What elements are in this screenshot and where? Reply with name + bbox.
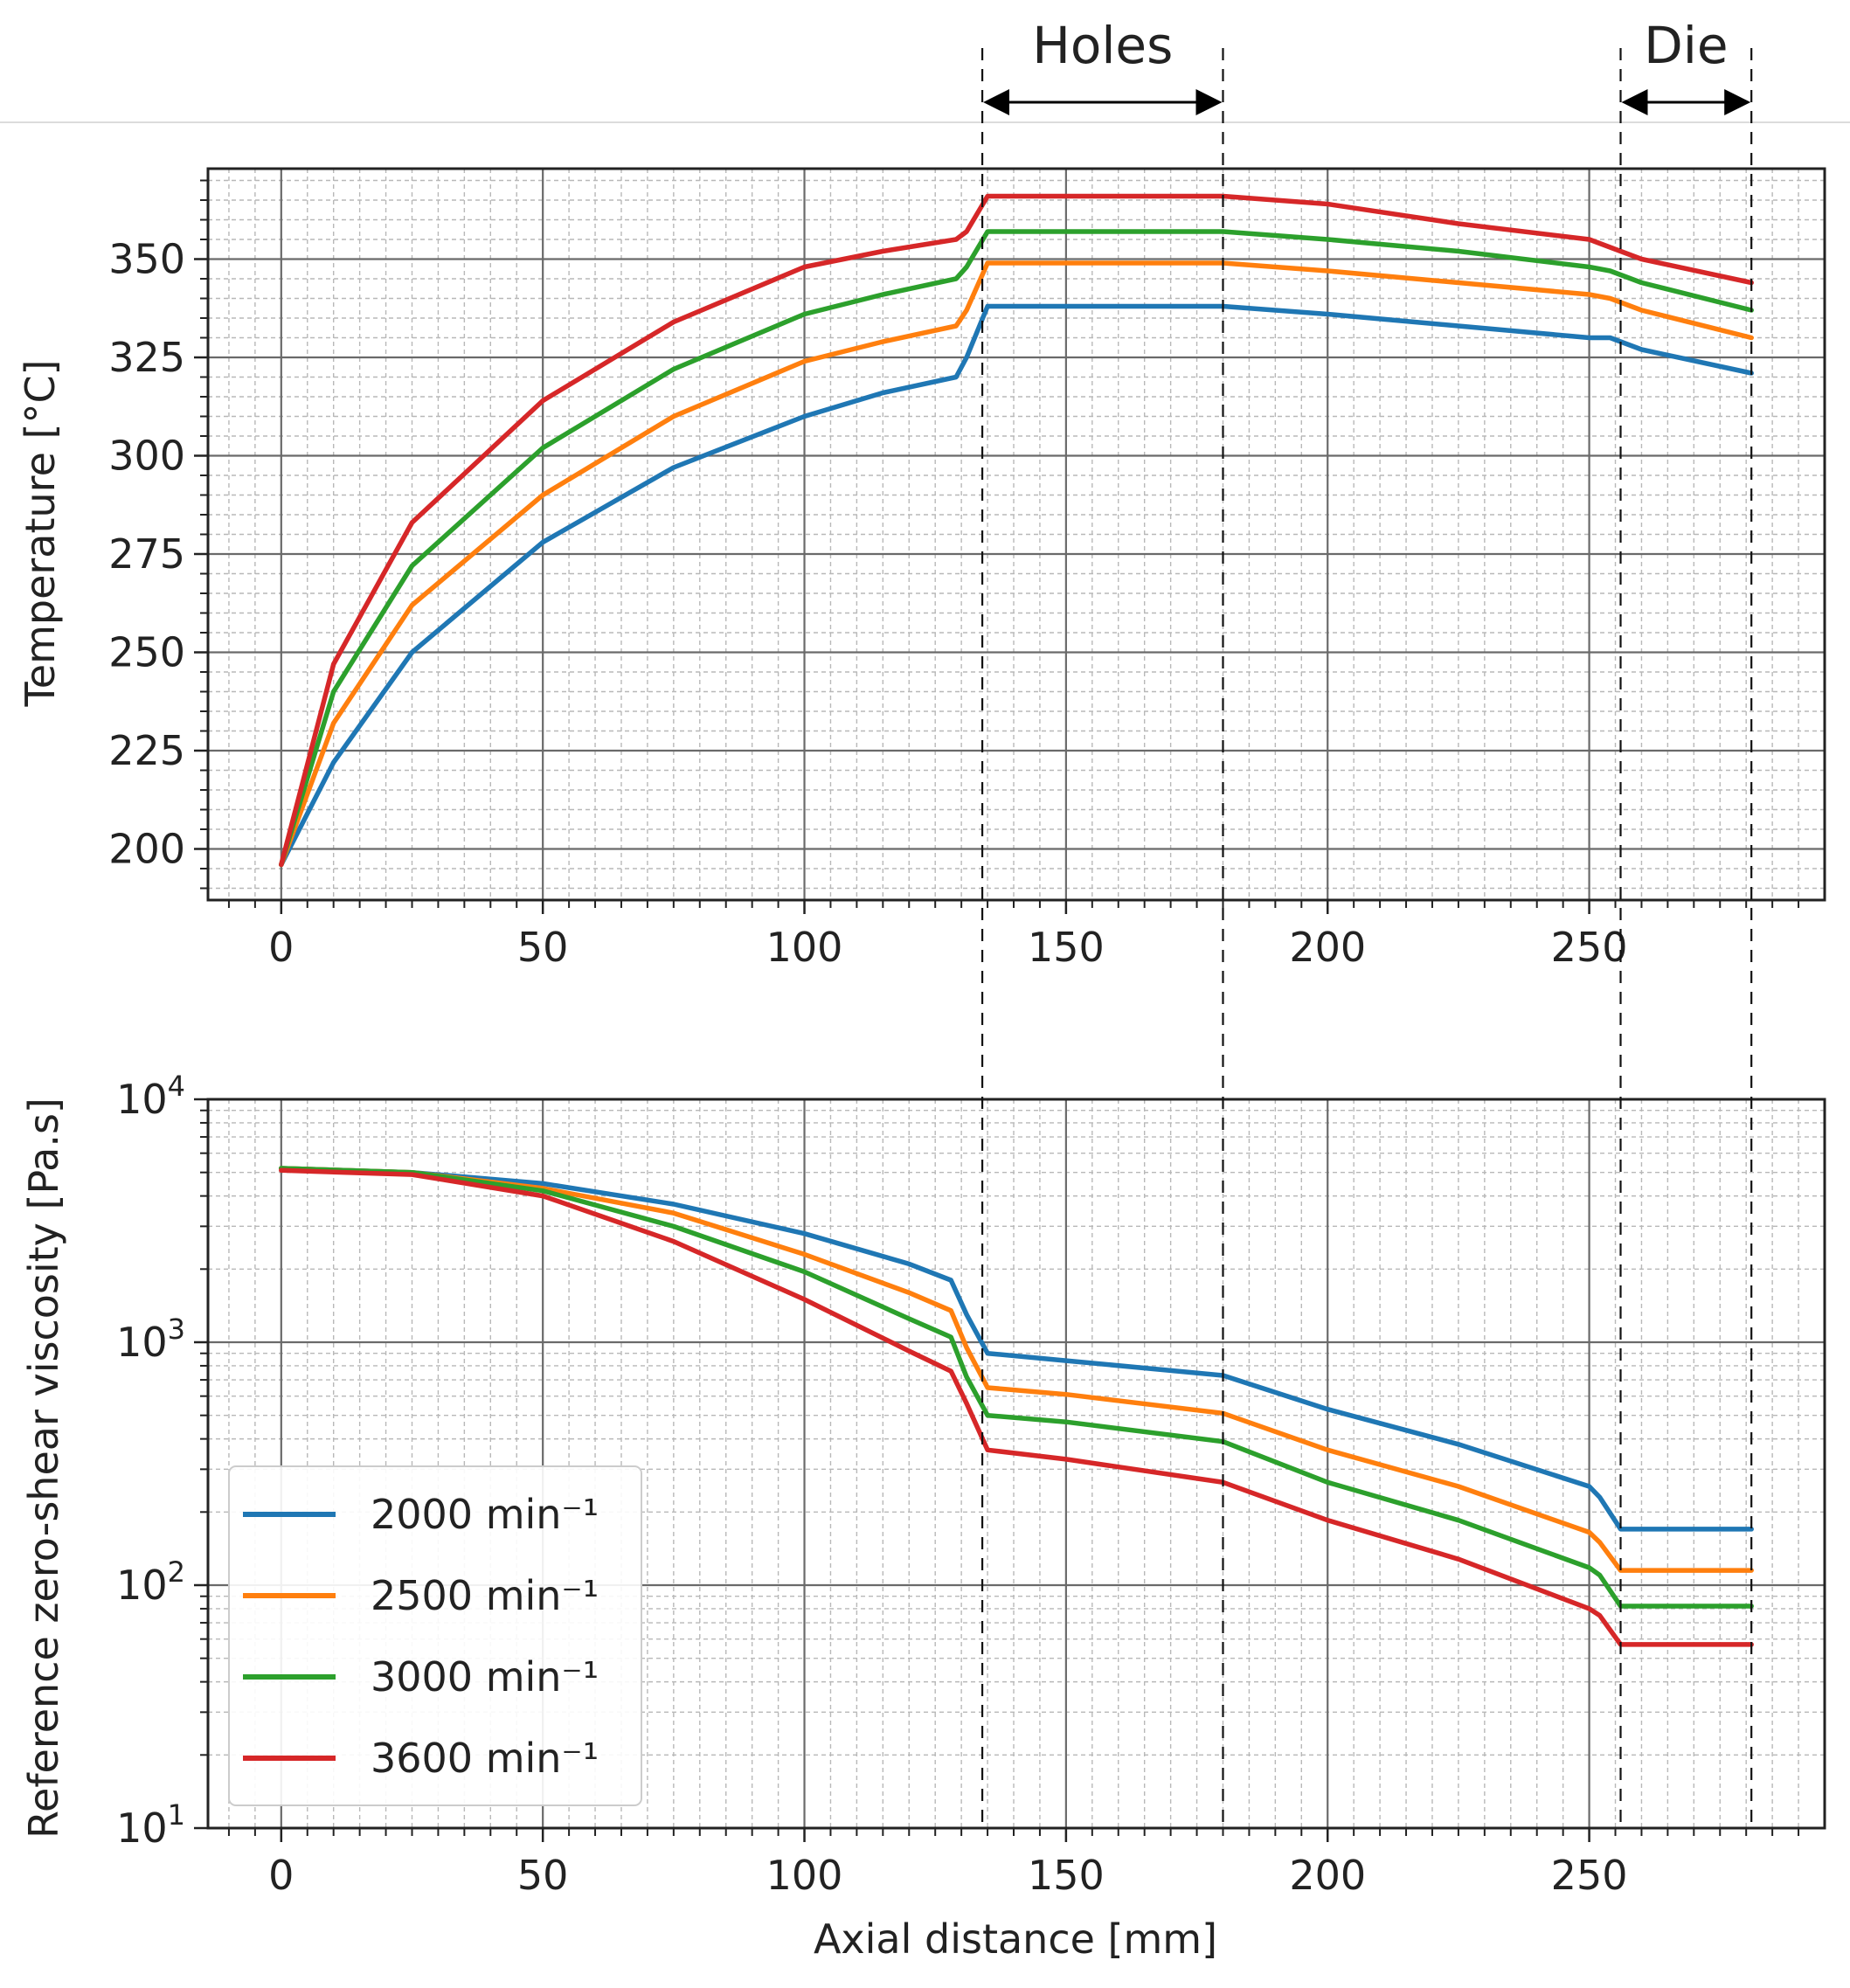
x-axis-title: Axial distance [mm] — [814, 1915, 1217, 1963]
legend-label: 3000 min⁻¹ — [371, 1653, 599, 1701]
temperature-series-line — [279, 229, 1754, 868]
legend-label: 2000 min⁻¹ — [371, 1491, 599, 1538]
temperature-x-tick-label: 50 — [517, 924, 569, 971]
legend-box — [228, 1465, 642, 1806]
temperature-y-tick-label: 350 — [108, 236, 185, 283]
temperature-y-tick-label: 275 — [108, 530, 185, 578]
legend-label: 2500 min⁻¹ — [371, 1572, 599, 1619]
viscosity-x-tick-label: 150 — [1028, 1852, 1105, 1899]
viscosity-y-tick-label: 103 — [116, 1313, 185, 1366]
viscosity-x-tick-label: 50 — [517, 1852, 569, 1899]
viscosity-series-line — [279, 1166, 1754, 1573]
viscosity-x-tick-label: 0 — [268, 1852, 294, 1899]
temperature-x-tick-label: 0 — [268, 924, 294, 971]
viscosity-series-line — [279, 1167, 1754, 1647]
temperature-y-tick-label: 300 — [108, 433, 185, 480]
viscosity-series-line — [279, 1166, 1754, 1609]
temperature-panel: 0 50 100 150 200 250 200 225 250 275 300 325 350 Tem… — [17, 167, 1826, 971]
legend: 2000 min⁻¹ 2500 min⁻¹ 3000 min⁻¹ 3600 min⁻¹ — [228, 1465, 642, 1806]
temperature-axis-title: Temperature [°C] — [17, 359, 64, 707]
viscosity-panel: 0 50 100 150 200 250 101 102 103 104 Reference ze… — [20, 1070, 1826, 1963]
legend-label: 3600 min⁻¹ — [371, 1735, 599, 1782]
viscosity-y-tick-label: 101 — [116, 1798, 185, 1852]
temperature-series-line — [279, 193, 1754, 868]
viscosity-y-tick-label: 104 — [116, 1070, 185, 1123]
die-label: Die — [1644, 16, 1728, 75]
temperature-y-tick-label: 250 — [108, 629, 185, 676]
temperature-x-tick-label: 100 — [766, 924, 843, 971]
viscosity-plot-frame — [206, 1098, 1826, 1830]
viscosity-x-tick-label: 100 — [766, 1852, 843, 1899]
holes-label: Holes — [1032, 16, 1173, 75]
viscosity-x-tick-label: 200 — [1289, 1852, 1366, 1899]
temperature-y-tick-label: 225 — [108, 727, 185, 774]
temperature-y-tick-label: 200 — [108, 826, 185, 873]
viscosity-y-tick-label: 102 — [116, 1555, 185, 1609]
temperature-series-line — [279, 260, 1754, 868]
viscosity-series-line — [279, 1166, 1754, 1532]
temperature-y-tick-label: 325 — [108, 334, 185, 381]
viscosity-x-tick-label: 250 — [1551, 1852, 1628, 1899]
temperature-x-tick-label: 150 — [1028, 924, 1105, 971]
temperature-series-line — [279, 303, 1754, 868]
temperature-x-tick-label: 250 — [1551, 924, 1628, 971]
viscosity-axis-title: Reference zero-shear viscosity [Pa.s] — [20, 1098, 67, 1839]
region-annotations: Holes Die — [980, 16, 1753, 1828]
temperature-x-tick-label: 200 — [1289, 924, 1366, 971]
